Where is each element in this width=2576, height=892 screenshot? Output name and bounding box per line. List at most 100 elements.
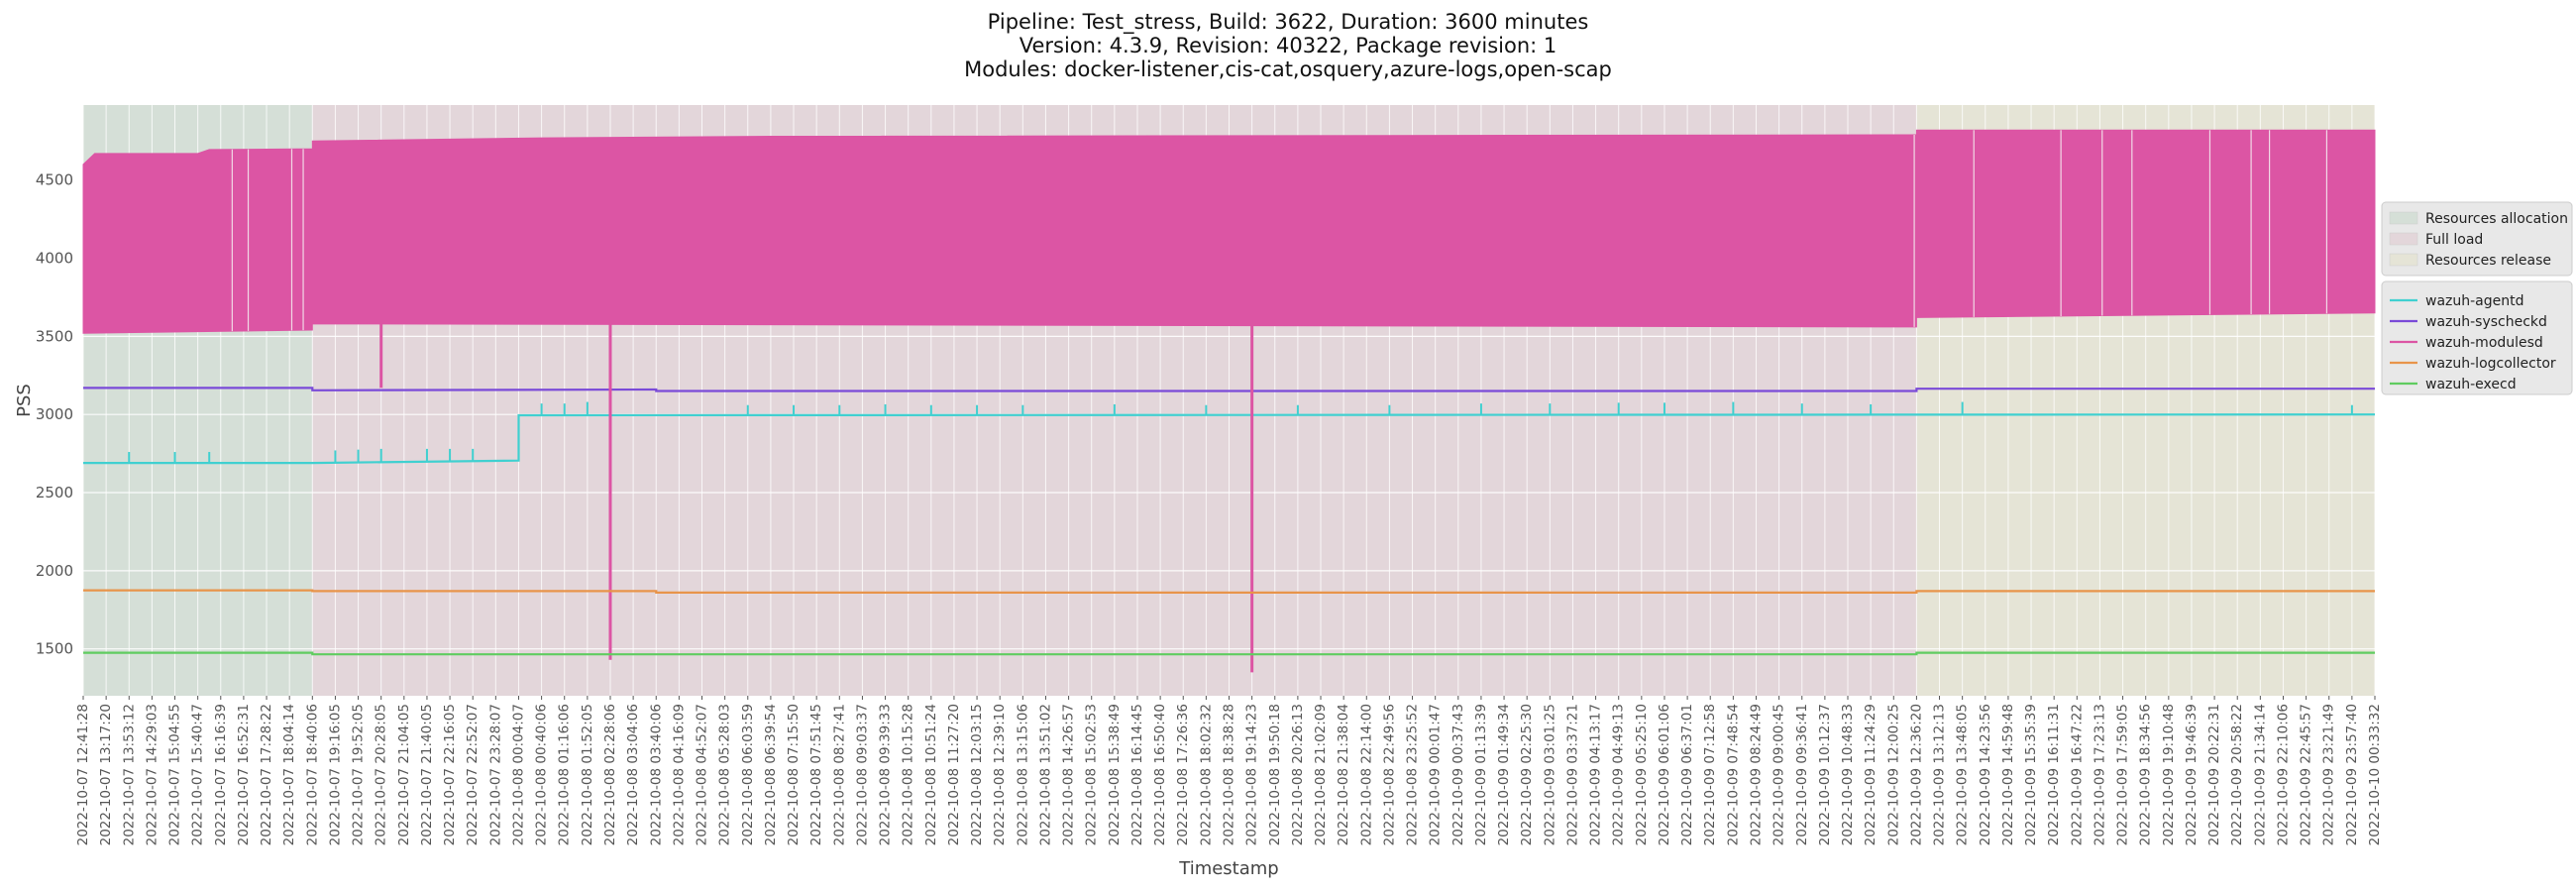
y-tick-label: 4500 xyxy=(36,171,73,189)
x-tick-label: 2022-10-08 08:27:41 xyxy=(831,704,847,845)
x-tick-label: 2022-10-08 17:26:36 xyxy=(1175,704,1191,845)
x-tick-label: 2022-10-09 18:34:56 xyxy=(2138,704,2154,845)
series-wazuh-execd xyxy=(83,651,2375,656)
x-tick-label: 2022-10-09 09:00:45 xyxy=(1771,704,1787,845)
x-tick-label: 2022-10-07 13:17:20 xyxy=(98,704,114,845)
x-tick-label: 2022-10-08 06:39:54 xyxy=(763,704,779,845)
x-tick-label: 2022-10-08 02:28:06 xyxy=(602,704,618,845)
x-tick-label: 2022-10-07 14:29:03 xyxy=(144,704,160,845)
series-line-wazuh-logcollector xyxy=(83,589,2375,594)
series-legend-label-3: wazuh-logcollector xyxy=(2425,356,2556,372)
x-tick-label: 2022-10-09 22:10:06 xyxy=(2275,704,2291,845)
x-tick-label: 2022-10-09 15:35:39 xyxy=(2023,704,2039,845)
x-tick-label: 2022-10-09 10:12:37 xyxy=(1817,704,1833,845)
x-tick-label: 2022-10-09 09:36:41 xyxy=(1794,704,1810,845)
x-tick-label: 2022-10-09 03:01:25 xyxy=(1542,704,1557,845)
x-tick-label: 2022-10-08 10:15:28 xyxy=(901,704,916,845)
y-tick-label: 3500 xyxy=(36,327,73,345)
x-tick-label: 2022-10-09 20:22:31 xyxy=(2206,704,2222,845)
x-tick-label: 2022-10-09 01:13:39 xyxy=(1473,704,1489,845)
x-tick-label: 2022-10-09 21:34:14 xyxy=(2252,704,2268,845)
x-tick-label: 2022-10-08 16:14:45 xyxy=(1129,704,1145,845)
x-tick-label: 2022-10-09 13:12:13 xyxy=(1932,704,1948,845)
x-tick-label: 2022-10-08 18:38:28 xyxy=(1222,704,1237,845)
phase-legend-swatch-0 xyxy=(2389,211,2418,225)
x-tick-label: 2022-10-08 04:52:07 xyxy=(695,704,710,845)
x-tick-label: 2022-10-07 21:04:05 xyxy=(396,704,412,845)
x-tick-label: 2022-10-09 02:25:30 xyxy=(1519,704,1535,845)
x-tick-label: 2022-10-09 12:36:20 xyxy=(1908,704,1924,845)
series-line-wazuh-agentd xyxy=(83,413,2376,465)
y-tick-label: 1500 xyxy=(36,640,73,658)
x-tick-label: 2022-10-09 07:12:58 xyxy=(1702,704,1718,845)
x-tick-label: 2022-10-08 18:02:32 xyxy=(1198,704,1214,845)
chart-title-line-1: Pipeline: Test_stress, Build: 3622, Dura… xyxy=(987,10,1589,34)
x-tick-label: 2022-10-07 13:53:12 xyxy=(121,704,137,845)
x-tick-label: 2022-10-08 07:15:50 xyxy=(786,704,802,845)
y-tick-label: 4000 xyxy=(36,250,73,268)
x-tick-label: 2022-10-08 19:50:18 xyxy=(1267,704,1283,845)
phase-legend-swatch-2 xyxy=(2389,253,2418,267)
x-tick-label: 2022-10-08 21:02:09 xyxy=(1313,704,1329,845)
series-line-wazuh-execd xyxy=(83,651,2375,656)
x-tick-label: 2022-10-08 13:15:06 xyxy=(1015,704,1030,845)
x-tick-label: 2022-10-07 20:28:05 xyxy=(374,704,389,845)
x-tick-label: 2022-10-08 20:26:13 xyxy=(1290,704,1306,845)
x-tick-label: 2022-10-09 14:23:56 xyxy=(1978,704,1993,845)
series-legend-box xyxy=(2381,280,2573,395)
series-band-wazuh-modulesd xyxy=(82,129,2376,334)
x-tick-label: 2022-10-08 12:39:10 xyxy=(992,704,1008,845)
x-tick-label: 2022-10-09 16:11:31 xyxy=(2046,704,2062,845)
x-tick-label: 2022-10-07 19:16:05 xyxy=(327,704,343,845)
x-tick-label: 2022-10-08 01:16:06 xyxy=(557,704,573,845)
x-tick-label: 2022-10-07 16:52:31 xyxy=(236,704,252,845)
chart-title-line-3: Modules: docker-listener,cis-cat,osquery… xyxy=(964,57,1612,81)
x-tick-label: 2022-10-08 22:14:00 xyxy=(1358,704,1374,845)
x-tick-label: 2022-10-09 07:48:54 xyxy=(1725,704,1741,845)
x-tick-label: 2022-10-08 22:49:56 xyxy=(1381,704,1397,845)
x-tick-label: 2022-10-09 04:13:17 xyxy=(1588,704,1604,845)
series-wazuh-syscheckd xyxy=(83,387,2375,392)
y-tick-label: 3000 xyxy=(36,405,73,423)
x-tick-label: 2022-10-07 21:40:05 xyxy=(419,704,435,845)
x-tick-label: 2022-10-09 05:25:10 xyxy=(1634,704,1650,845)
x-tick-label: 2022-10-08 03:40:06 xyxy=(648,704,664,845)
phase-legend-label-2: Resources release xyxy=(2425,253,2551,269)
x-tick-label: 2022-10-08 10:51:24 xyxy=(923,704,939,845)
x-tick-label: 2022-10-07 15:04:55 xyxy=(167,704,183,845)
x-tick-label: 2022-10-09 23:21:49 xyxy=(2321,704,2337,845)
x-tick-label: 2022-10-09 16:47:22 xyxy=(2069,704,2085,845)
y-tick-label: 2000 xyxy=(36,562,73,580)
x-tick-label: 2022-10-09 17:23:13 xyxy=(2092,704,2107,845)
x-tick-label: 2022-10-09 19:10:48 xyxy=(2161,704,2177,845)
series-legend-label-1: wazuh-syscheckd xyxy=(2425,314,2547,330)
x-tick-label: 2022-10-08 16:50:40 xyxy=(1152,704,1168,845)
x-tick-label: 2022-10-07 23:28:07 xyxy=(487,704,503,845)
x-tick-label: 2022-10-09 10:48:33 xyxy=(1840,704,1856,845)
series-wazuh-modulesd xyxy=(82,129,2376,673)
x-tick-label: 2022-10-09 00:01:47 xyxy=(1428,704,1444,845)
x-tick-label: 2022-10-08 00:40:06 xyxy=(534,704,550,845)
x-tick-label: 2022-10-09 04:49:13 xyxy=(1611,704,1627,845)
x-tick-label: 2022-10-07 22:16:05 xyxy=(442,704,458,845)
x-tick-label: 2022-10-09 01:49:34 xyxy=(1496,704,1512,845)
x-tick-label: 2022-10-09 17:59:05 xyxy=(2115,704,2131,845)
series-legend-label-2: wazuh-modulesd xyxy=(2425,335,2543,351)
x-tick-label: 2022-10-07 19:52:05 xyxy=(351,704,367,845)
x-tick-label: 2022-10-09 06:01:06 xyxy=(1657,704,1672,845)
x-tick-label: 2022-10-07 16:16:39 xyxy=(213,704,229,845)
x-tick-label: 2022-10-07 17:28:22 xyxy=(259,704,274,845)
x-tick-label: 2022-10-09 23:57:40 xyxy=(2344,704,2360,845)
x-tick-label: 2022-10-09 00:37:43 xyxy=(1450,704,1466,845)
x-tick-label: 2022-10-09 19:46:39 xyxy=(2184,704,2200,845)
x-tick-label: 2022-10-08 14:26:57 xyxy=(1061,704,1077,845)
x-tick-label: 2022-10-08 15:38:49 xyxy=(1107,704,1123,845)
x-tick-label: 2022-10-07 22:52:07 xyxy=(465,704,481,845)
x-tick-label: 2022-10-09 22:45:57 xyxy=(2299,704,2314,845)
x-tick-label: 2022-10-08 01:52:05 xyxy=(580,704,595,845)
x-tick-label: 2022-10-09 20:58:22 xyxy=(2229,704,2245,845)
phase-legend-box xyxy=(2381,201,2573,277)
x-tick-label: 2022-10-07 15:40:47 xyxy=(190,704,206,845)
